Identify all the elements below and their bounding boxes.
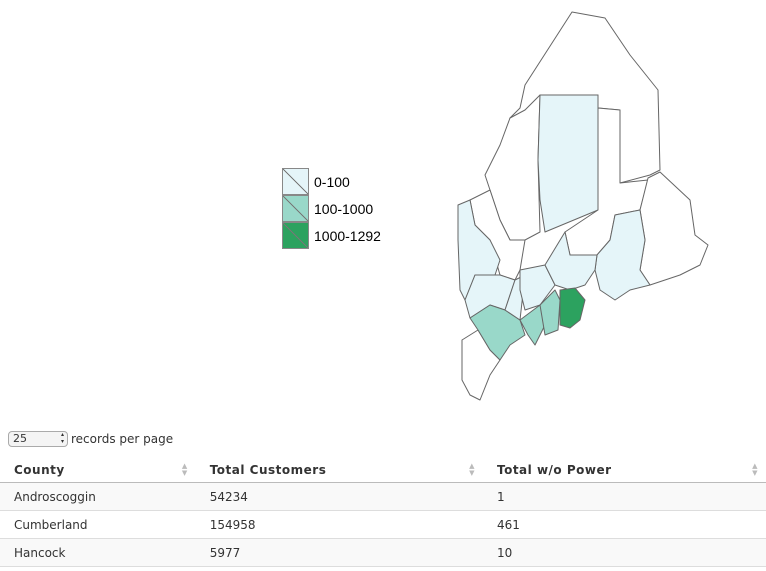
page-length: 25 records per page [8, 431, 173, 447]
legend-label: 100-1000 [314, 200, 374, 217]
table-cell: 10 [482, 538, 766, 567]
header-text: Total w/o Power [496, 463, 612, 477]
table-cell: 54234 [195, 482, 483, 511]
table-body: Androscoggin 54234 1 Cumberland 154958 461 Han… [0, 482, 766, 567]
sort-icon: ▲ ▼ [752, 462, 758, 477]
header-text: Total Customers [209, 463, 327, 477]
legend-label: 1000-1292 [314, 227, 381, 244]
table-cell: Androscoggin [0, 482, 196, 511]
county [639, 171, 709, 286]
table-row: Hancock 5977 10 [0, 538, 766, 567]
counties [457, 11, 709, 401]
legend-swatch [282, 222, 309, 249]
header-text: County [14, 463, 65, 477]
legend-item: 0-100 [282, 168, 381, 195]
data-table: County ▲ ▼ Total Customers ▲ ▼ Total w/o Pow… [0, 458, 766, 567]
legend-swatch [282, 195, 309, 222]
sort-icon: ▲ ▼ [181, 462, 188, 477]
page-length-label: records per page [71, 432, 174, 446]
page-length-select[interactable]: 25 [8, 431, 68, 447]
legend-item: 100-1000 [282, 195, 381, 222]
table-cell: Cumberland [0, 510, 196, 539]
table-row: Cumberland 154958 461 [0, 510, 766, 539]
county [539, 289, 561, 336]
column-header[interactable]: Total Customers ▲ ▼ [195, 458, 483, 483]
legend-item: 1000-1292 [282, 222, 381, 249]
county [469, 304, 526, 361]
table-cell: 461 [482, 510, 766, 539]
county [484, 94, 541, 241]
table-cell: Hancock [0, 538, 196, 567]
table-cell: 5977 [195, 538, 483, 567]
table-row: Androscoggin 54234 1 [0, 482, 766, 511]
county [537, 94, 599, 233]
county [594, 209, 651, 301]
legend-label: 0-100 [314, 173, 350, 190]
table-cell: 154958 [195, 510, 483, 539]
column-header[interactable]: County ▲ ▼ [0, 458, 196, 483]
county [559, 287, 586, 329]
maine-map [457, 11, 709, 401]
header-row: County ▲ ▼ Total Customers ▲ ▼ Total w/o Pow… [0, 458, 766, 483]
table-cell: 1 [482, 482, 766, 511]
legend-swatch [282, 168, 309, 195]
column-header[interactable]: Total w/o Power ▲ ▼ [482, 458, 766, 483]
legend: 0-100 100-1000 1000-1292 [282, 168, 381, 249]
county [544, 231, 598, 291]
sort-icon: ▲ ▼ [469, 462, 475, 477]
county [519, 304, 546, 346]
